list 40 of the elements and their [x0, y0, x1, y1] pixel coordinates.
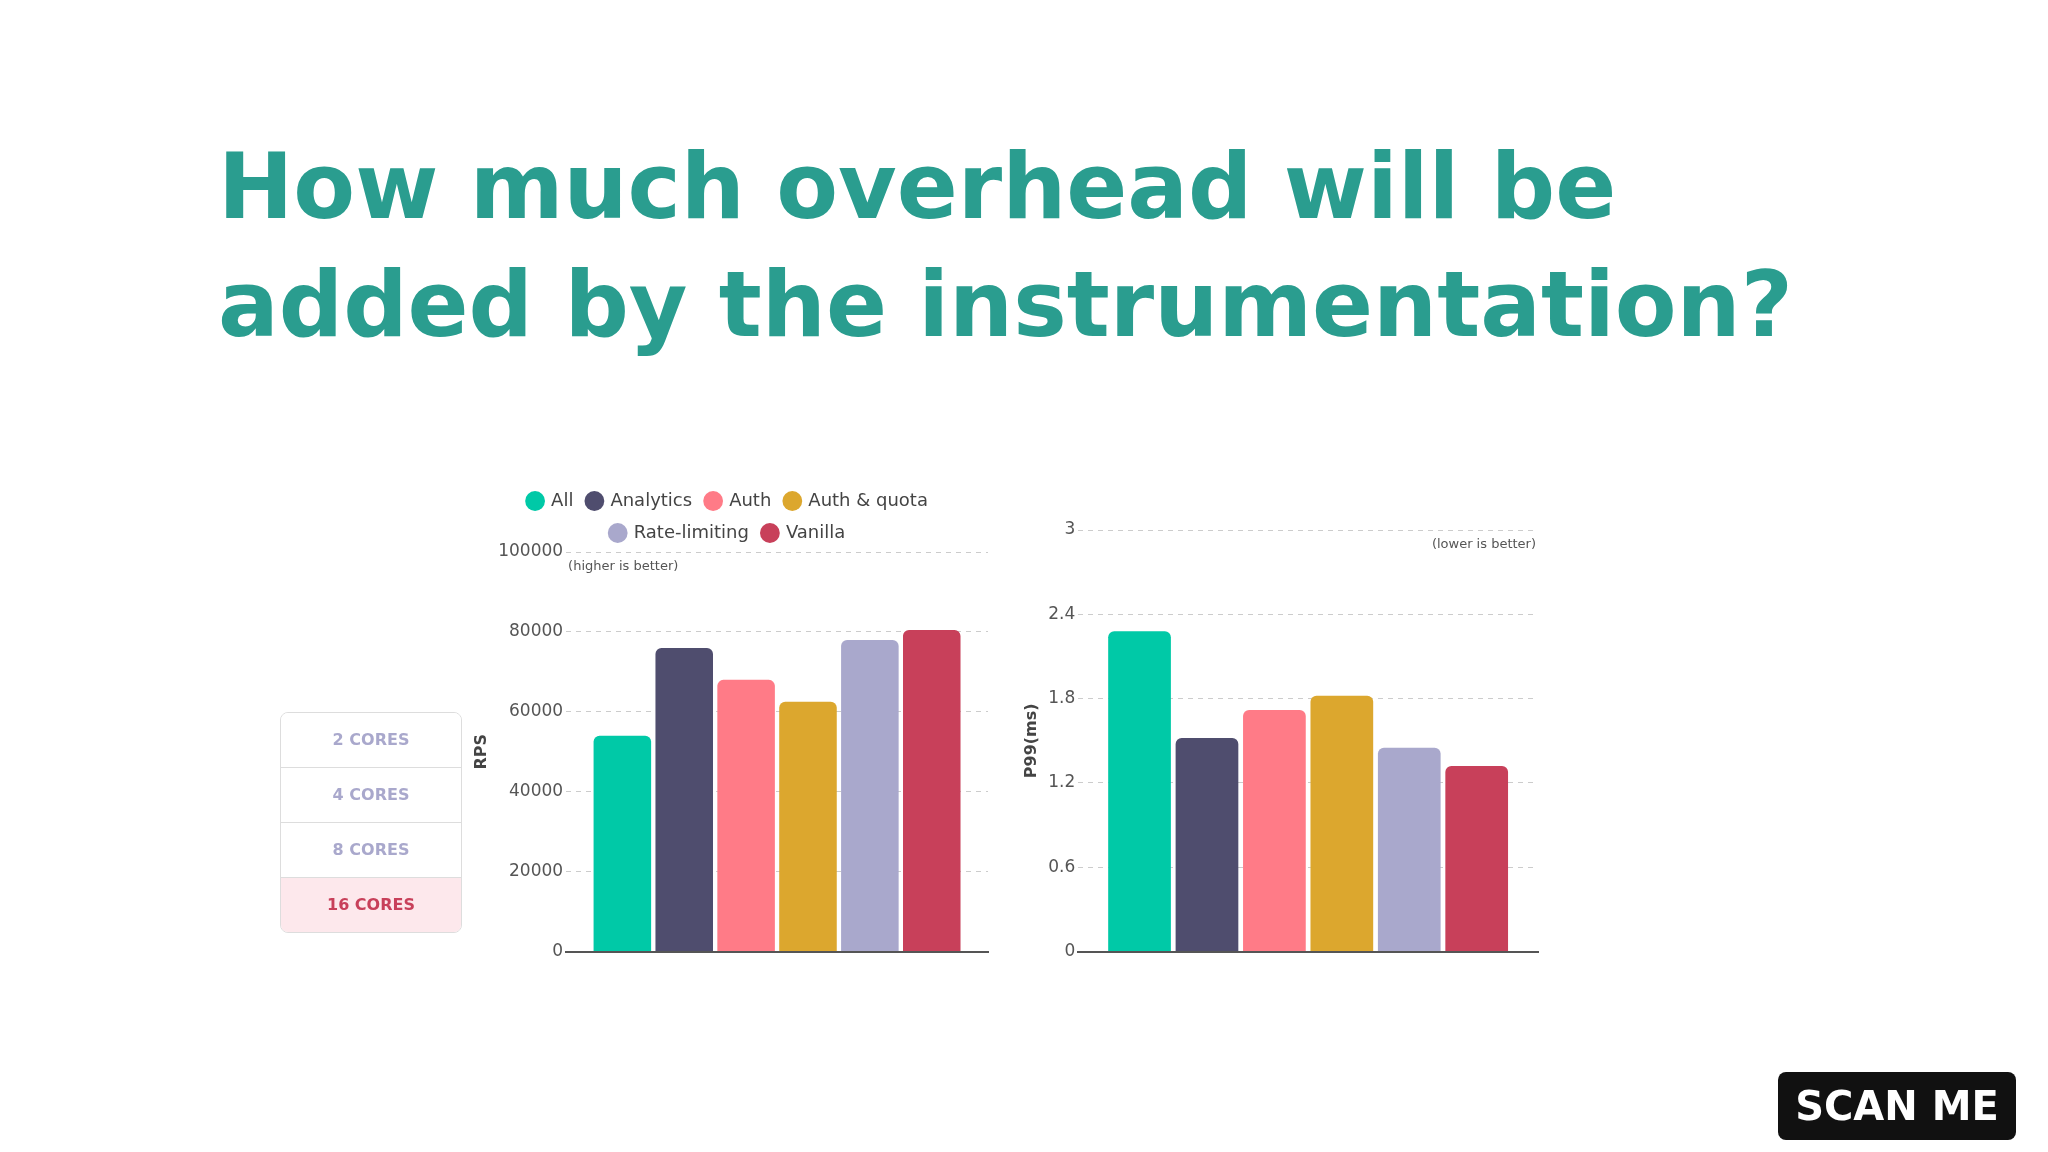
y-axis-title: P99(ms): [1020, 703, 1040, 779]
legend-label: All: [551, 488, 574, 510]
text: 8 CORES: [281, 822, 461, 877]
bar: [779, 701, 837, 952]
bar: [1377, 747, 1441, 952]
y-tick-label: 100000: [498, 540, 564, 561]
text: 16 CORES: [281, 877, 461, 932]
legend-label: Rate-limiting: [633, 520, 749, 542]
y-tick-label: 0: [552, 940, 564, 961]
annotation: (lower is better): [1431, 535, 1536, 551]
y-tick-label: 80000: [509, 620, 564, 641]
y-tick-label: 0: [1064, 940, 1076, 961]
bar: [1445, 766, 1509, 952]
text: 2 CORES: [281, 713, 461, 767]
y-tick-label: 0.6: [1048, 855, 1076, 876]
bar: [841, 639, 899, 952]
text: 4 CORES: [281, 767, 461, 822]
bar: [717, 679, 775, 952]
annotation: (higher is better): [568, 557, 679, 573]
bar: [1108, 631, 1171, 952]
legend-label: Vanilla: [785, 520, 846, 542]
y-axis-title: RPS: [470, 734, 490, 770]
bar: [1175, 737, 1239, 952]
bar: [902, 629, 961, 952]
bar: [593, 735, 652, 952]
bar: [1310, 695, 1374, 952]
text: SCAN ME: [1778, 1072, 2016, 1140]
y-tick-label: 1.8: [1048, 687, 1076, 708]
y-tick-label: 1.2: [1048, 771, 1076, 792]
legend-label: Auth: [729, 488, 772, 510]
y-tick-label: 60000: [509, 700, 564, 721]
y-tick-label: 20000: [509, 860, 564, 881]
y-tick-label: 3: [1064, 518, 1076, 539]
bar: [1243, 709, 1306, 952]
chart-title: How much overhead will be added by the instrumentation?: [218, 133, 1794, 359]
legend-label: Analytics: [610, 488, 693, 510]
y-tick-label: 2.4: [1048, 602, 1076, 623]
legend-label: Auth & quota: [808, 488, 928, 510]
bar: [655, 647, 713, 952]
y-tick-label: 40000: [509, 780, 564, 801]
